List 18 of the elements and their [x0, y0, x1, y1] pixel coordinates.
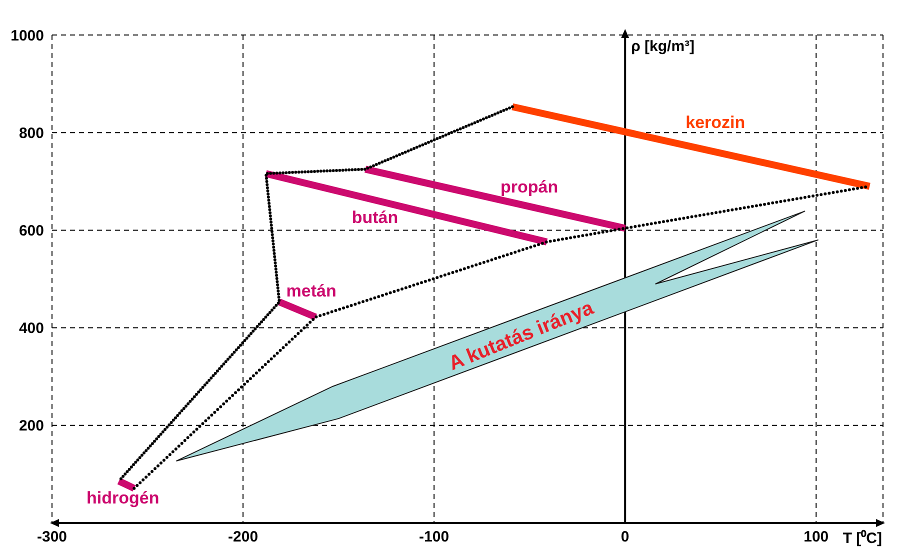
- y-tick-label: 1000: [10, 27, 44, 44]
- y-axis-title: ρ [kg/m³]: [631, 38, 695, 55]
- series-label: A kutatás iránya: [446, 296, 598, 376]
- x-tick-label: -100: [419, 528, 450, 546]
- series-label: hidrogén: [86, 488, 160, 508]
- series-label: propán: [500, 178, 558, 197]
- x-tick-label: -300: [36, 528, 68, 546]
- x-tick-label: -200: [228, 528, 258, 546]
- y-tick-label: 400: [18, 320, 44, 338]
- series-label: kerozin: [686, 113, 746, 132]
- series-label: bután: [352, 208, 398, 228]
- y-tick-label: 200: [18, 418, 44, 435]
- series-label: metán: [286, 281, 336, 300]
- x-tick-label: 100: [804, 528, 829, 546]
- x-axis-title: T [⁰C]: [842, 529, 882, 547]
- x-tick-label: 0: [620, 528, 630, 546]
- y-tick-label: 800: [18, 124, 44, 142]
- y-tick-label: 600: [18, 222, 44, 240]
